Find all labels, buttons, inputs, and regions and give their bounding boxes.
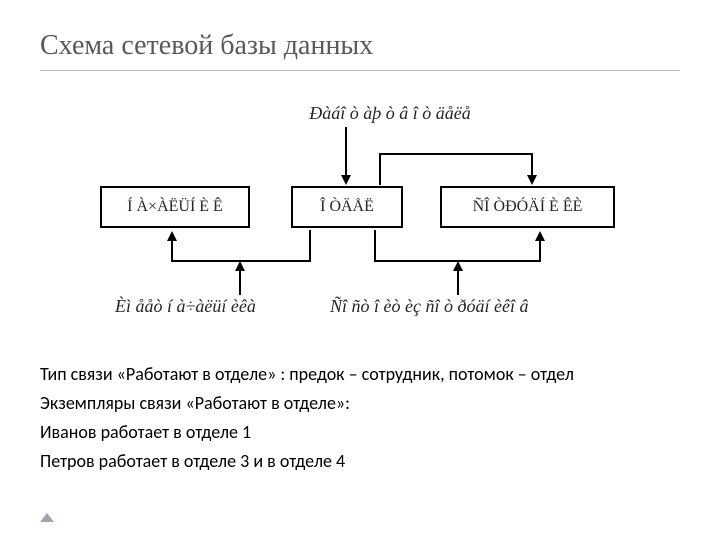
body-text: Тип связи «Работают в отделе» : предок –… <box>40 361 680 475</box>
body-line-2: Экземпляры связи «Работают в отделе»: <box>40 390 680 417</box>
slide-marker-icon <box>40 513 54 522</box>
node-n3: ÑÎ ÒÐÓÄÍ È ÊÈ <box>440 186 615 228</box>
diagram-top-label: Ðàáî ò àþ ò â î ò äåëå <box>275 103 505 124</box>
body-line-4: Петров работает в отделе 3 и в отделе 4 <box>40 448 680 475</box>
node-n1: Í À×ÀËÜÍ È Ê <box>100 186 250 228</box>
diagram-bottom-label-2: Ñî ñò î èò èç ñî ò ðóäí èêî â <box>330 296 528 317</box>
diagram-bottom-label-1: Èì ååò í à÷àëüí èêà <box>115 296 256 317</box>
node-n2: Î ÒÄÅË <box>291 186 403 228</box>
body-line-3: Иванов работает в отделе 1 <box>40 419 680 446</box>
page-title: Схема сетевой базы данных <box>40 30 680 71</box>
body-line-1: Тип связи «Работают в отделе» : предок –… <box>40 361 680 388</box>
diagram: Ðàáî ò àþ ò â î ò äåëå Í À×ÀËÜÍ È Ê Î ÒÄ… <box>40 91 680 361</box>
